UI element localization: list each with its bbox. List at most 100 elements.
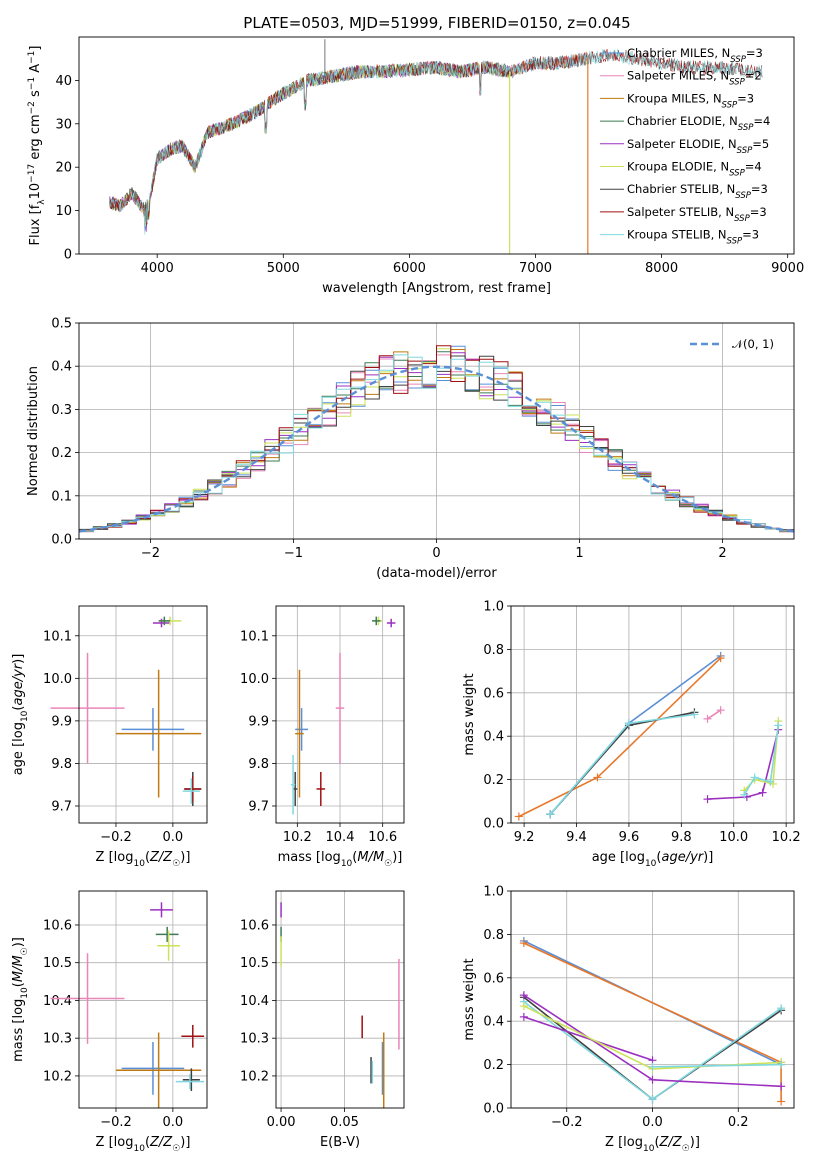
y-tick-label: 10.2: [43, 1069, 72, 1084]
x-axis-label-part: ☉: [682, 1144, 690, 1154]
x-axis-label: Z [log10(Z/Z☉)]: [605, 1135, 700, 1154]
axes-frame: [78, 36, 795, 255]
x-axis-label-part: M/M: [357, 850, 384, 865]
axes-frame: [510, 605, 795, 824]
legend-label-tail: =3: [742, 228, 759, 242]
weight-vs-age-panel: 9.2 9.4 9.6 9.8 10.0 10.2 0.0 0.2 0.4 0.6 0.8 1.0 ag…: [462, 600, 801, 870]
legend-label-tail: =3: [737, 91, 754, 105]
x-tick-label: −2: [141, 546, 160, 561]
x-tick-label: 10.4: [326, 830, 355, 845]
legend-label-base: Chabrier ELODIE, N: [627, 114, 738, 128]
legend-label: Salpeter ELODIE, NSSP=5: [627, 137, 769, 156]
x-axis-label-part: 10: [643, 1144, 655, 1154]
y-axis-label-part: ☉: [20, 947, 30, 955]
y-tick-label: 10.3: [43, 1032, 72, 1047]
weight-series-line: [707, 729, 780, 800]
y-axis-label-part: 10: [28, 183, 43, 200]
x-tick-label: 9.4: [566, 830, 587, 845]
y-tick-label: 10.6: [240, 918, 269, 933]
y-tick-label: 9.8: [51, 757, 72, 772]
y-axis-label-part: )]: [11, 937, 26, 947]
legend-label-sub: SSP: [735, 191, 751, 201]
y-tick-label: 10.1: [240, 629, 269, 644]
y-axis-label: mass [log10(M/M☉)]: [11, 937, 30, 1062]
weight-series-line: [523, 1016, 653, 1062]
histogram-series: [79, 354, 794, 532]
y-axis-label-part: Flux [f: [28, 204, 43, 245]
y-tick-label: 10.3: [240, 1032, 269, 1047]
histogram-series: [79, 345, 794, 533]
legend-label-tail: =4: [753, 114, 770, 128]
legend-label-tail: =2: [745, 69, 762, 83]
y-tick-label: 40: [55, 74, 72, 89]
x-tick-label: 0.0: [163, 830, 184, 845]
x-axis-label: E(B-V): [320, 1135, 360, 1150]
x-tick-label: 2: [718, 546, 726, 561]
y-tick-label: 0.2: [51, 446, 72, 461]
y-axis-label: Normed distribution: [26, 366, 41, 496]
y-tick-label: 0.2: [483, 773, 504, 788]
x-axis-label-part: )]: [392, 850, 402, 865]
x-tick-label: 9.6: [619, 830, 640, 845]
legend-label-sub: SSP: [738, 123, 754, 133]
legend-label: Chabrier ELODIE, NSSP=4: [627, 114, 770, 133]
y-tick-label: 0.2: [483, 1058, 504, 1073]
legend-label: Chabrier MILES, NSSP=3: [627, 46, 763, 65]
x-tick-label: 9.8: [671, 830, 692, 845]
x-axis-label-part: mass [log: [278, 850, 341, 865]
x-axis-label-part: )]: [180, 1135, 190, 1150]
age-vs-mass-panel: 10.2 10.4 10.6 9.7 9.8 9.9 10.0 10.1 mass [log10…: [240, 605, 405, 869]
y-tick-label: 0.6: [483, 971, 504, 986]
legend-label-sub: SSP: [722, 100, 738, 110]
y-axis-label-part: (: [11, 706, 26, 711]
y-tick-label: 9.7: [51, 799, 72, 814]
y-tick-label: 0.6: [483, 686, 504, 701]
x-tick-label: −1: [284, 546, 303, 561]
axes-frame: [510, 890, 795, 1109]
spectrum-line: [109, 60, 511, 229]
y-tick-label: 0.3: [51, 403, 72, 418]
x-axis-label-part: (: [145, 850, 150, 865]
y-tick-label: 0: [64, 248, 72, 263]
x-tick-label: 10.2: [283, 830, 312, 845]
legend-label-tail: =4: [745, 160, 762, 174]
y-axis-label-part: s: [28, 90, 43, 101]
legend-label-base: Salpeter ELODIE, N: [627, 137, 737, 151]
x-axis-label-part: (: [656, 850, 661, 865]
y-tick-label: 0.4: [51, 360, 72, 375]
legend-label-base: Chabrier STELIB, N: [627, 182, 735, 196]
x-axis-label-part: )]: [180, 850, 190, 865]
x-tick-label: 0: [432, 546, 440, 561]
x-tick-label: 0.0: [642, 1115, 663, 1130]
mass-vs-metallicity-panel: −0.2 0.010.210.310.410.510.6Z [log10(Z/Z☉…: [11, 890, 208, 1154]
y-axis-label-part: −2: [27, 101, 37, 114]
x-axis-label-part: 10: [645, 859, 657, 869]
y-tick-label: 10.5: [240, 956, 269, 971]
axes-frame: [78, 890, 208, 1109]
legend-label: 𝒩(0, 1): [732, 337, 774, 351]
x-axis-label-part: 10: [133, 859, 145, 869]
y-axis-label-part: 10: [20, 987, 30, 999]
x-axis-label-part: E(B-V): [320, 1135, 360, 1150]
legend-label: Kroupa STELIB, NSSP=3: [627, 228, 759, 247]
y-axis-label-part: λ: [37, 199, 47, 205]
y-axis-label-part: mass weight: [462, 673, 477, 755]
weight-series-line: [707, 709, 722, 720]
y-axis-label-part: −1: [27, 51, 37, 64]
legend-label-sub: SSP: [737, 146, 753, 156]
mass-vs-ebv-panel: 0.00 0.05 10.2 10.3 10.4 10.5 10.6 E(B-V): [240, 890, 405, 1150]
y-axis-label-part: mass [log: [11, 999, 26, 1062]
x-tick-label: 0.2: [728, 1115, 749, 1130]
y-tick-label: 0.8: [483, 643, 504, 658]
legend-label-tail: =3: [750, 205, 767, 219]
x-axis-label: age [log10(age/yr)]: [592, 850, 714, 869]
y-tick-label: 30: [55, 117, 72, 132]
y-tick-label: 0.8: [483, 928, 504, 943]
x-axis-label-part: age/yr: [661, 850, 704, 865]
residuals-panel: −2 −1 0 1 2 0.0 0.1 0.2 0.3 0.4 0.5 (data-model)/er…: [26, 317, 795, 581]
axes-frame: [78, 605, 208, 824]
legend-label-base: Salpeter STELIB, N: [627, 205, 734, 219]
y-axis-label-part: Normed distribution: [26, 366, 41, 496]
legend-label-sub: SSP: [727, 237, 743, 247]
